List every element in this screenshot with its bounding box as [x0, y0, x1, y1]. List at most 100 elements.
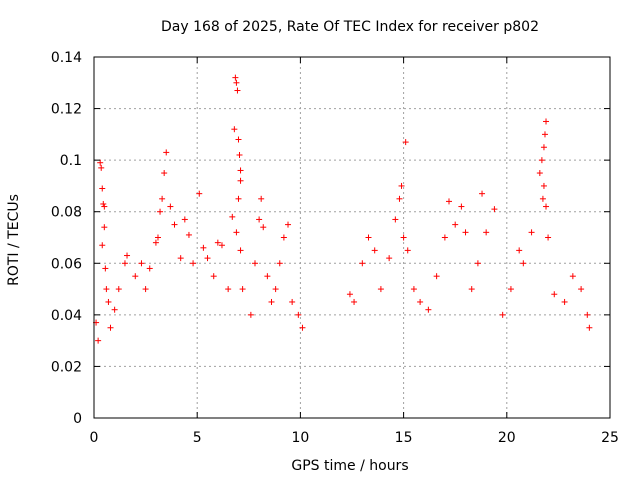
data-point [479, 190, 486, 197]
data-point [268, 298, 275, 305]
data-point [105, 298, 112, 305]
data-point [234, 87, 241, 94]
data-point [214, 239, 221, 246]
data-point [99, 185, 106, 192]
data-point [229, 213, 236, 220]
data-point [586, 324, 593, 331]
points-layer [93, 74, 593, 344]
x-tick-label: 15 [395, 430, 413, 446]
data-point [365, 234, 372, 241]
data-point [95, 337, 102, 344]
data-point [551, 291, 558, 298]
chart-title: Day 168 of 2025, Rate Of TEC Index for r… [161, 19, 539, 35]
data-point [417, 298, 424, 305]
data-point [540, 144, 547, 151]
data-point [276, 260, 283, 267]
data-point [258, 195, 265, 202]
y-tick-label: 0.08 [51, 205, 82, 221]
data-point [239, 286, 246, 293]
data-point [462, 229, 469, 236]
data-point [541, 131, 548, 138]
data-point [545, 234, 552, 241]
data-point [520, 260, 527, 267]
data-point [458, 203, 465, 210]
x-tick-label: 0 [90, 430, 99, 446]
data-point [196, 190, 203, 197]
y-tick-label: 0.12 [51, 102, 82, 118]
data-point [351, 298, 358, 305]
data-point [111, 306, 118, 313]
data-point [371, 247, 378, 254]
data-point [540, 182, 547, 189]
data-point [272, 286, 279, 293]
data-point [100, 200, 107, 207]
data-point [159, 195, 166, 202]
data-point [190, 260, 197, 267]
data-point [256, 216, 263, 223]
data-point [474, 260, 481, 267]
data-point [396, 195, 403, 202]
data-point [446, 198, 453, 205]
x-axis-label: GPS time / hours [291, 458, 408, 474]
data-point [507, 286, 514, 293]
data-point [233, 229, 240, 236]
plot-frame [93, 56, 611, 419]
data-point [161, 170, 168, 177]
data-point [584, 311, 591, 318]
ticks-layer [93, 56, 611, 419]
data-point [539, 195, 546, 202]
data-point [247, 311, 254, 318]
data-point [115, 286, 122, 293]
data-point [536, 170, 543, 177]
data-point [346, 291, 353, 298]
data-point [102, 265, 109, 272]
y-tick-label: 0.1 [60, 153, 82, 169]
data-point [157, 208, 164, 215]
data-point [468, 286, 475, 293]
data-point [386, 255, 393, 262]
data-point [225, 286, 232, 293]
data-point [359, 260, 366, 267]
data-point [142, 286, 149, 293]
data-point [138, 260, 145, 267]
y-tick-label: 0.04 [51, 308, 82, 324]
data-point [433, 273, 440, 280]
data-point [233, 79, 240, 86]
data-point [280, 234, 287, 241]
data-point [232, 74, 239, 81]
data-point [231, 126, 238, 133]
data-point [398, 182, 405, 189]
data-point [181, 216, 188, 223]
data-point [98, 164, 105, 171]
data-point [289, 298, 296, 305]
y-tick-labels: 0 0.02 0.04 0.06 0.08 0.1 0.12 0.14 [51, 50, 82, 427]
x-tick-label: 10 [291, 430, 309, 446]
data-point [404, 247, 411, 254]
data-point [400, 234, 407, 241]
data-point [107, 324, 114, 331]
data-point [543, 203, 550, 210]
data-point [499, 311, 506, 318]
data-point [251, 260, 258, 267]
data-point [177, 255, 184, 262]
data-point [516, 247, 523, 254]
data-point [237, 247, 244, 254]
data-point [452, 221, 459, 228]
data-point [483, 229, 490, 236]
data-point [200, 244, 207, 251]
x-tick-label: 25 [601, 430, 619, 446]
data-point [491, 206, 498, 213]
data-point [237, 177, 244, 184]
data-point [121, 260, 128, 267]
data-point [528, 229, 535, 236]
data-point [543, 118, 550, 125]
grid-layer [94, 57, 610, 418]
data-point [260, 224, 267, 231]
data-point [101, 224, 108, 231]
data-point [210, 273, 217, 280]
data-point [218, 242, 225, 249]
data-point [569, 273, 576, 280]
y-tick-label: 0.02 [51, 359, 82, 375]
data-point [285, 221, 292, 228]
data-point [103, 286, 110, 293]
